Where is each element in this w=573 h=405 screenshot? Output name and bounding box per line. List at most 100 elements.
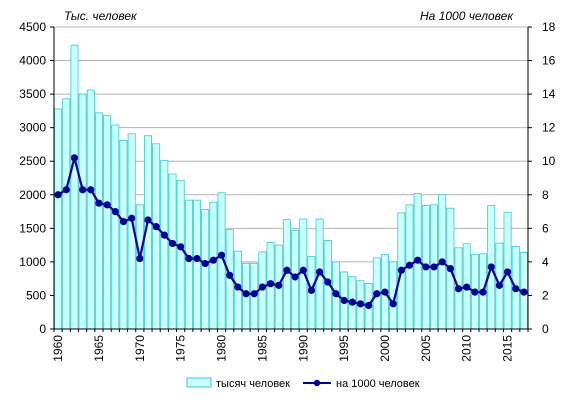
bar xyxy=(86,89,95,330)
data-point xyxy=(422,263,430,271)
y-right-tick-label: 4 xyxy=(542,255,549,269)
data-point xyxy=(168,239,177,248)
y-left-tick-label: 1500 xyxy=(19,221,46,235)
y-left-tick-label: 500 xyxy=(26,288,46,302)
x-tick-label: 1985 xyxy=(255,335,269,362)
data-point xyxy=(397,266,405,274)
y-right-tick-label: 12 xyxy=(542,121,556,135)
bar xyxy=(103,115,112,330)
data-point xyxy=(136,254,144,263)
left-axis-title: Тыс. человек xyxy=(64,9,138,23)
y-left-tick-label: 2000 xyxy=(19,188,46,202)
y-right-tick-label: 10 xyxy=(542,154,556,168)
data-point xyxy=(234,283,242,291)
data-point xyxy=(193,254,201,263)
y-left-tick-label: 1000 xyxy=(19,255,46,269)
data-point xyxy=(332,290,340,298)
series-line xyxy=(57,156,525,307)
data-point xyxy=(250,290,258,298)
data-point xyxy=(307,286,316,295)
x-tick-label: 2010 xyxy=(460,335,474,362)
tick-labels: 0 0 500 2 1000 4 1500 6 2000 8 2500 10 3000 12 3500 14 4… xyxy=(19,20,555,362)
bar xyxy=(193,199,202,330)
legend-label-bars: тысяч человек xyxy=(216,378,290,390)
bar xyxy=(70,44,79,330)
legend-swatch-bars xyxy=(186,377,212,388)
data-point xyxy=(103,201,111,209)
data-point xyxy=(446,265,454,273)
data-point xyxy=(111,207,119,216)
bar xyxy=(111,124,120,330)
bar xyxy=(94,112,103,330)
bar xyxy=(62,98,71,330)
data-point xyxy=(365,301,373,310)
y-right-tick-label: 14 xyxy=(542,87,556,101)
data-point xyxy=(226,271,234,279)
data-point xyxy=(512,285,520,293)
y-left-tick-label: 2500 xyxy=(19,154,46,168)
x-tick-label: 1965 xyxy=(92,335,106,362)
data-point xyxy=(185,254,193,263)
y-right-tick-label: 2 xyxy=(542,288,549,302)
data-point xyxy=(389,300,397,308)
data-point xyxy=(414,256,422,264)
legend-swatch-marker xyxy=(313,379,321,387)
data-point xyxy=(348,298,356,306)
data-point xyxy=(54,191,62,199)
y-left-tick-label: 3000 xyxy=(19,121,46,135)
axes xyxy=(50,26,532,332)
data-point xyxy=(128,214,136,222)
x-tick-label: 1970 xyxy=(133,335,147,362)
data-point xyxy=(299,266,307,274)
data-point xyxy=(471,288,479,296)
y-right-tick-label: 8 xyxy=(542,188,549,202)
data-point xyxy=(266,280,275,288)
data-point xyxy=(275,281,283,289)
y-right-tick-label: 18 xyxy=(542,20,556,34)
data-point xyxy=(430,263,438,271)
data-point xyxy=(520,288,528,296)
data-point xyxy=(242,290,250,298)
data-point xyxy=(79,186,87,194)
data-point xyxy=(160,231,168,239)
data-point xyxy=(454,285,463,293)
x-tick-label: 1960 xyxy=(51,335,65,362)
data-point xyxy=(144,216,152,224)
data-point xyxy=(119,218,128,226)
x-tick-label: 2000 xyxy=(378,335,392,362)
bar xyxy=(152,143,161,330)
x-tick-label: 1990 xyxy=(296,335,310,362)
y-left-tick-label: 0 xyxy=(39,322,46,336)
data-point xyxy=(373,290,381,298)
x-tick-label: 1980 xyxy=(215,335,229,362)
x-tick-label: 2005 xyxy=(419,335,433,362)
data-point xyxy=(463,283,471,291)
bar xyxy=(135,204,144,330)
bar xyxy=(176,180,185,330)
bar xyxy=(168,173,177,330)
y-right-tick-label: 6 xyxy=(542,221,549,235)
legend: тысяч человек на 1000 человек xyxy=(186,377,420,390)
x-tick-label: 1975 xyxy=(174,335,188,362)
bar xyxy=(201,209,210,330)
data-point xyxy=(217,251,226,259)
data-point xyxy=(356,300,365,308)
line-series xyxy=(54,154,528,310)
legend-label-line: на 1000 человек xyxy=(336,378,420,390)
data-point xyxy=(201,259,209,268)
data-point xyxy=(87,186,95,194)
data-point xyxy=(95,199,103,207)
data-point xyxy=(316,268,324,276)
y-right-tick-label: 16 xyxy=(542,54,556,68)
data-point xyxy=(283,266,291,274)
data-point xyxy=(405,261,414,269)
x-tick-label: 1995 xyxy=(337,335,351,362)
bar xyxy=(160,160,169,330)
data-point xyxy=(487,263,495,271)
data-point xyxy=(258,283,266,291)
data-point xyxy=(177,243,185,251)
data-point xyxy=(495,281,503,289)
data-point xyxy=(324,278,332,286)
bar xyxy=(184,199,193,330)
